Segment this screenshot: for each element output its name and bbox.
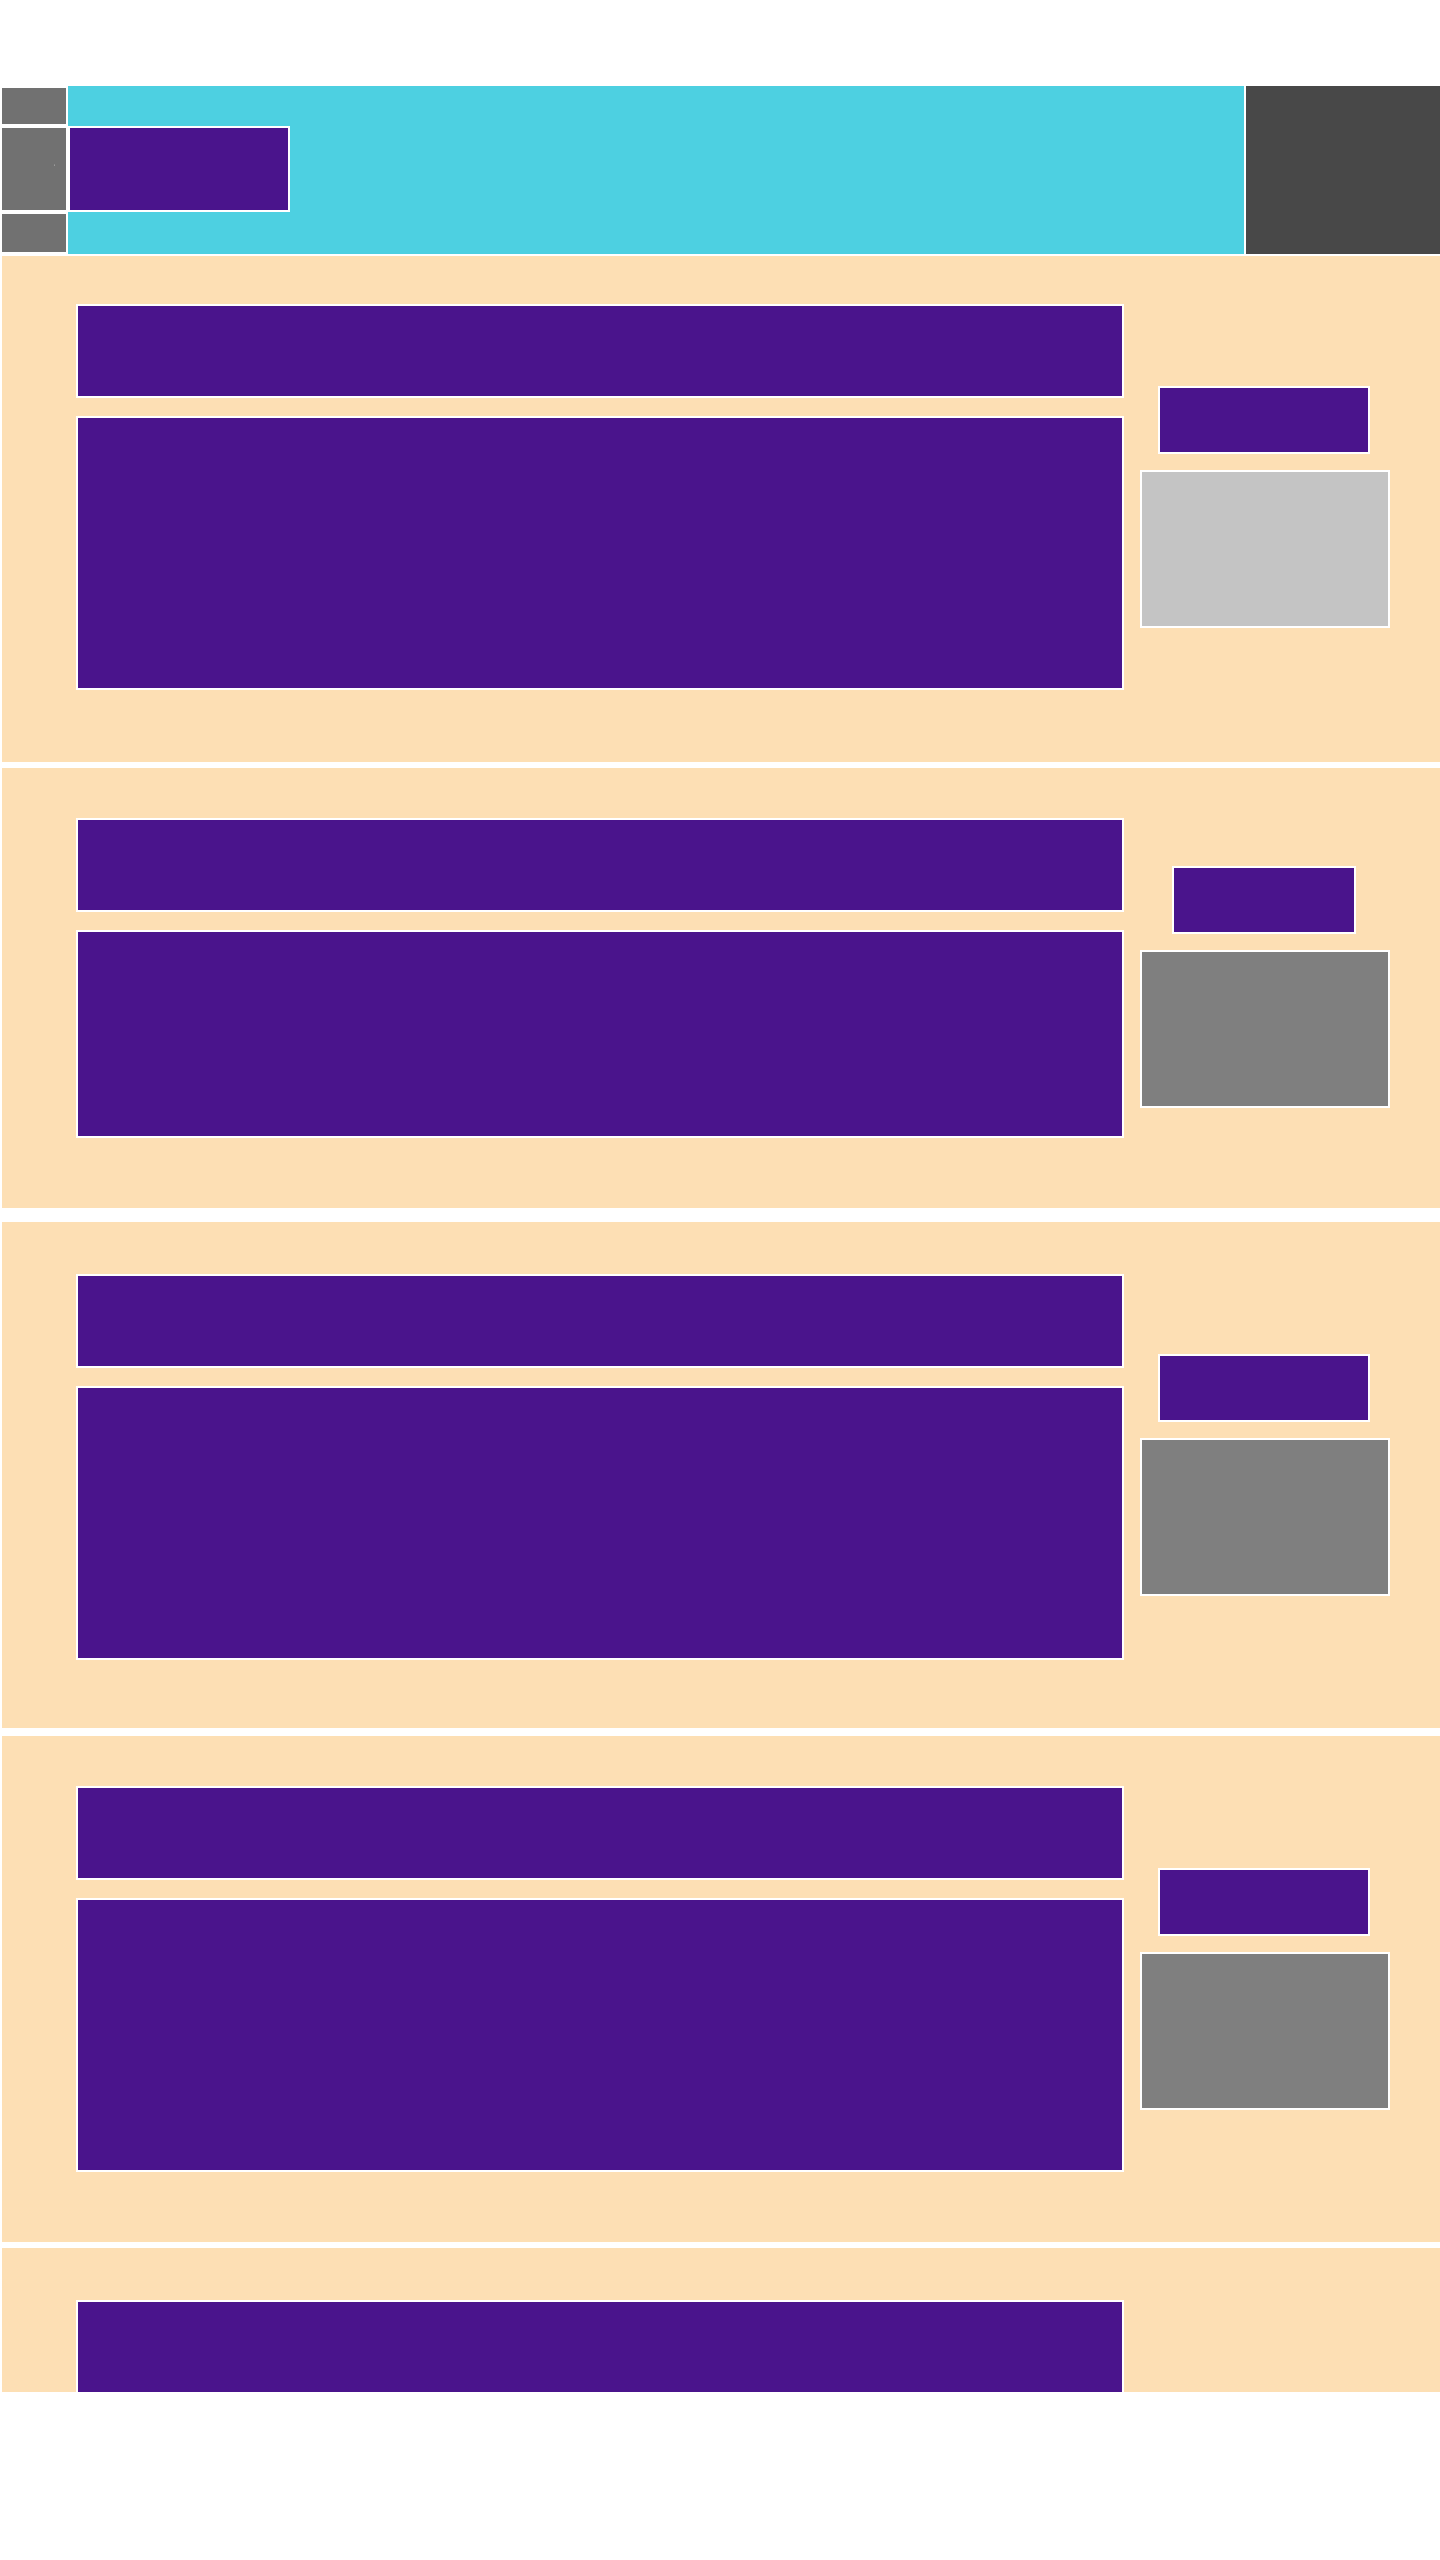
feed-card[interactable] <box>2 1222 1440 1728</box>
card-title-block[interactable] <box>76 2300 1124 2392</box>
nav-cell-top[interactable] <box>2 88 66 124</box>
header-title-block[interactable] <box>68 126 290 212</box>
nav-glyph: ' <box>54 165 56 171</box>
feed-card[interactable] <box>2 1736 1440 2242</box>
nav-cell-bottom[interactable] <box>2 214 66 252</box>
card-tag-button[interactable] <box>1158 1354 1370 1422</box>
card-thumbnail[interactable] <box>1140 470 1390 628</box>
card-body-block <box>76 1386 1124 1660</box>
header-left-nav: ' <box>0 86 68 254</box>
card-thumbnail[interactable] <box>1140 1952 1390 2110</box>
card-title-block[interactable] <box>76 304 1124 398</box>
card-body-block <box>76 416 1124 690</box>
card-title-block[interactable] <box>76 818 1124 912</box>
card-thumbnail[interactable] <box>1140 950 1390 1108</box>
card-tag-button[interactable] <box>1158 386 1370 454</box>
card-body-block <box>76 1898 1124 2172</box>
card-thumbnail[interactable] <box>1140 1438 1390 1596</box>
feed-card[interactable] <box>2 2248 1440 2392</box>
header-right-panel <box>1246 86 1440 254</box>
card-tag-button[interactable] <box>1172 866 1356 934</box>
feed-card[interactable] <box>2 256 1440 762</box>
card-title-block[interactable] <box>76 1274 1124 1368</box>
card-title-block[interactable] <box>76 1786 1124 1880</box>
card-tag-button[interactable] <box>1158 1868 1370 1936</box>
header-bar: ' <box>0 86 1440 254</box>
card-body-block <box>76 930 1124 1138</box>
nav-cell-middle[interactable]: ' <box>2 128 66 210</box>
feed-card[interactable] <box>2 768 1440 1208</box>
header-banner <box>68 86 1244 254</box>
